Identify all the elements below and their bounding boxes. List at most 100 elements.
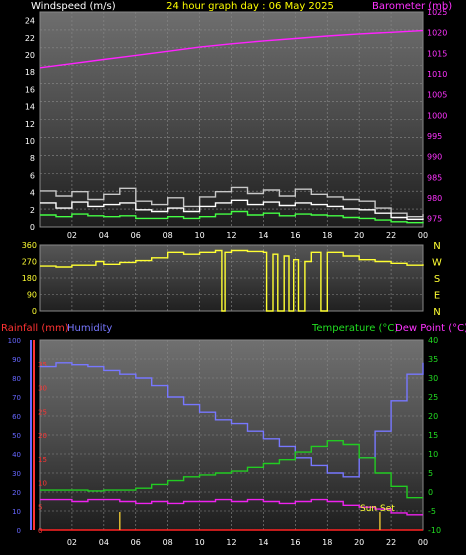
- temperature-tick-label: 30: [428, 374, 438, 383]
- barometer-tick-label: 1000: [427, 111, 447, 120]
- axes: 0246810121416182022249759809859909951000…: [8, 8, 448, 547]
- rainfall-label: Rainfall (mm): [1, 323, 69, 334]
- compass-label: E: [434, 291, 440, 302]
- barometer-tick-label: 1015: [427, 49, 447, 58]
- direction-tick-label: 270: [22, 258, 37, 267]
- humidity-tick-label: 60: [12, 413, 21, 421]
- rain-tick-label: 5: [38, 503, 42, 511]
- barometer-tick-label: 985: [427, 173, 442, 182]
- compass-label: W: [432, 258, 442, 269]
- humidity-tick-label: 20: [12, 489, 21, 497]
- temperature-tick-label: 35: [428, 355, 438, 364]
- direction-tick-label: 0: [32, 307, 37, 316]
- temperature-tick-label: 0: [428, 488, 433, 497]
- windspeed-tick-label: 20: [25, 51, 35, 60]
- direction-tick-label: 180: [22, 274, 37, 283]
- temperature-label: Temperature (°C): [311, 323, 398, 334]
- x-tick-label: 14: [258, 538, 268, 547]
- humidity-tick-label: 0: [17, 527, 21, 535]
- x-tick-label: 10: [194, 538, 204, 547]
- humidity-tick-label: 40: [12, 451, 21, 459]
- rain-tick-label: 10: [38, 480, 47, 488]
- x-tick-label: 18: [322, 538, 332, 547]
- x-tick-label: 02: [67, 538, 77, 547]
- direction-tick-label: 90: [27, 291, 37, 300]
- x-tick-label: 22: [386, 231, 396, 240]
- x-tick-label: 20: [354, 231, 364, 240]
- x-tick-label: 16: [290, 231, 300, 240]
- humidity-tick-label: 90: [12, 356, 21, 364]
- humidity-label: Humidity: [67, 323, 112, 334]
- temperature-tick-label: 15: [428, 431, 438, 440]
- temperature-tick-label: 25: [428, 393, 438, 402]
- temperature-line: [40, 440, 423, 499]
- direction-line: [40, 249, 424, 312]
- dewpoint-label: Dew Point (°C): [395, 323, 466, 334]
- x-tick-label: 08: [163, 231, 173, 240]
- wind_avg-line: [40, 210, 424, 224]
- humidity-tick-label: 10: [12, 508, 21, 516]
- rain-tick-label: 25: [38, 408, 47, 416]
- x-tick-label: 10: [194, 231, 204, 240]
- windspeed-tick-label: 2: [30, 206, 35, 215]
- rain-tick-label: 0: [38, 527, 42, 535]
- windspeed-tick-label: 22: [25, 34, 35, 43]
- x-tick-label: 08: [163, 538, 173, 547]
- barometer-tick-label: 1005: [427, 91, 447, 100]
- rain-tick-label: 15: [38, 456, 47, 464]
- windspeed-tick-label: 4: [30, 189, 35, 198]
- barometer-tick-label: 1010: [427, 70, 447, 79]
- chart-title: 24 hour graph day : 06 May 2025: [166, 1, 334, 12]
- temperature-tick-label: -5: [428, 507, 436, 516]
- temperature-tick-label: 5: [428, 469, 433, 478]
- humidity-tick-label: 50: [12, 432, 21, 440]
- windspeed-tick-label: 6: [30, 171, 35, 180]
- temperature-tick-label: -10: [428, 526, 441, 535]
- x-tick-label: 06: [131, 231, 141, 240]
- gust-line: [40, 186, 424, 218]
- x-tick-label: 04: [99, 231, 109, 240]
- x-tick-label: 12: [226, 231, 236, 240]
- x-tick-label: 00: [418, 538, 428, 547]
- x-tick-label: 20: [354, 538, 364, 547]
- barometer-tick-label: 995: [427, 132, 442, 141]
- x-tick-label: 16: [290, 538, 300, 547]
- windspeed-tick-label: 8: [30, 154, 35, 163]
- x-tick-label: 12: [226, 538, 236, 547]
- compass-label: S: [434, 274, 440, 285]
- rain-tick-label: 20: [38, 432, 47, 440]
- x-tick-label: 00: [418, 231, 428, 240]
- x-tick-label: 02: [67, 231, 77, 240]
- barometer-tick-label: 980: [427, 194, 442, 203]
- x-tick-label: 22: [386, 538, 396, 547]
- temperature-tick-label: 40: [428, 336, 438, 345]
- x-tick-label: 18: [322, 231, 332, 240]
- x-tick-label: 04: [99, 538, 109, 547]
- windspeed-tick-label: 24: [25, 17, 35, 26]
- windspeed-tick-label: 0: [30, 223, 35, 232]
- series-group: [39, 29, 424, 531]
- windspeed-tick-label: 16: [25, 85, 35, 94]
- windspeed-label: Windspeed (m/s): [31, 1, 116, 12]
- windspeed-tick-label: 14: [25, 103, 35, 112]
- rain-tick-label: 35: [38, 361, 47, 369]
- temperature-tick-label: 20: [428, 412, 438, 421]
- wind-line: [40, 199, 424, 220]
- sunset-annotation: Sun Set: [360, 504, 395, 514]
- windspeed-tick-label: 18: [25, 68, 35, 77]
- windspeed-tick-label: 10: [25, 137, 35, 146]
- humidity-tick-label: 30: [12, 470, 21, 478]
- humidity-tick-label: 80: [12, 375, 21, 383]
- barometer-tick-label: 1020: [427, 29, 447, 38]
- barometer-tick-label: 975: [427, 215, 442, 224]
- humidity-tick-label: 100: [8, 337, 21, 345]
- x-tick-label: 14: [258, 231, 268, 240]
- rain-tick-label: 30: [38, 385, 47, 393]
- compass-label: N: [433, 307, 440, 318]
- dewpoint-line: [40, 498, 423, 516]
- direction-tick-label: 360: [22, 241, 37, 250]
- temperature-panel: [39, 339, 424, 531]
- temperature-tick-label: 10: [428, 450, 438, 459]
- x-tick-label: 06: [131, 538, 141, 547]
